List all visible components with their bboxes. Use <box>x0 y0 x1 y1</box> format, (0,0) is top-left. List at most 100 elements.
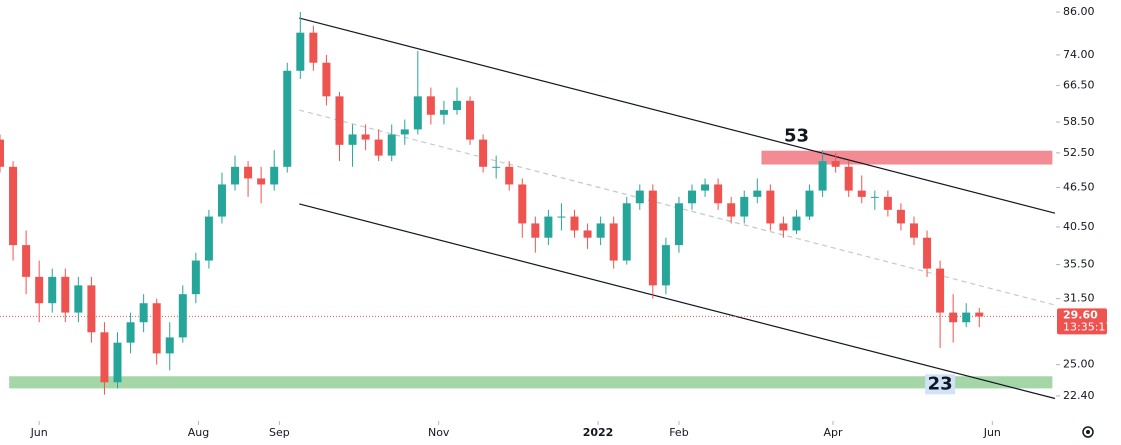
candle-body <box>557 216 566 218</box>
candle-body <box>831 161 840 167</box>
candle-body <box>975 312 984 317</box>
candle-body <box>9 166 18 246</box>
zone <box>9 376 1053 389</box>
candle-body <box>74 285 83 313</box>
x-tick-label: Jun <box>30 426 48 439</box>
candle-body <box>452 100 461 111</box>
y-tick-label: 46.50 <box>1063 181 1095 194</box>
y-tick-label: 58.50 <box>1063 115 1095 128</box>
candle-body <box>400 129 409 135</box>
x-tick-label: Nov <box>428 426 450 439</box>
candle-body <box>896 209 905 224</box>
candle-body <box>204 216 213 261</box>
candle-body <box>178 294 187 338</box>
y-tick-label: 25.00 <box>1063 358 1095 371</box>
candle-body <box>505 166 514 185</box>
candle-body <box>374 139 383 156</box>
candle-body <box>949 312 958 323</box>
y-tick-label: 22.40 <box>1063 389 1095 402</box>
candle-body <box>466 100 475 140</box>
candle-body <box>857 190 866 197</box>
candle-body <box>309 32 318 63</box>
trendline <box>299 203 1056 400</box>
candle-body <box>909 223 918 238</box>
candle-body <box>766 190 775 224</box>
candle-body <box>714 184 723 204</box>
zone-label: 53 <box>784 126 809 147</box>
countdown: 13:35:17 <box>1063 320 1112 333</box>
candle-body <box>439 110 448 115</box>
candle-body <box>805 190 814 217</box>
zone-label-bg <box>925 374 956 395</box>
candle-body <box>923 237 932 269</box>
candle-body <box>322 62 331 97</box>
candle-body <box>479 139 488 167</box>
candle-body <box>361 134 370 140</box>
candle-body <box>231 166 240 185</box>
candle-body <box>544 216 553 238</box>
candle-body <box>48 276 57 304</box>
candle-body <box>583 230 592 238</box>
candle-body <box>335 96 344 145</box>
candle-body <box>727 203 736 217</box>
candle-body <box>661 245 670 286</box>
zone-label: 23 <box>928 373 953 394</box>
candle-body <box>779 223 788 231</box>
y-tick-label: 74.00 <box>1063 48 1095 61</box>
y-tick-label: 86.00 <box>1063 5 1095 18</box>
candle-body <box>296 32 305 71</box>
candle-body <box>870 196 879 198</box>
candle-body <box>152 303 161 354</box>
x-tick-label: Apr <box>824 426 844 439</box>
candle-body <box>740 196 749 217</box>
candle-body <box>674 203 683 246</box>
settings-icon[interactable] <box>1082 426 1094 438</box>
candle-body <box>165 337 174 354</box>
x-tick-label: 2022 <box>583 426 614 439</box>
candle-body <box>531 223 540 238</box>
x-tick-label: Feb <box>669 426 688 439</box>
y-tick-label: 52.50 <box>1063 146 1095 159</box>
candle-body <box>570 216 579 231</box>
y-tick-label: 35.50 <box>1063 258 1095 271</box>
candle-body <box>492 166 501 168</box>
candle-body <box>61 276 70 313</box>
trendline <box>299 17 1056 214</box>
candle-body <box>426 96 435 115</box>
candle-body <box>387 134 396 156</box>
y-tick-label: 31.50 <box>1063 292 1095 305</box>
x-tick-label: Sep <box>269 426 290 439</box>
x-tick-label: Aug <box>188 426 209 439</box>
last-price-label: 29.60 <box>1063 308 1098 321</box>
x-tick-label: Jun <box>983 426 1001 439</box>
candle-body <box>883 196 892 210</box>
candle-body <box>518 184 527 224</box>
candle-body <box>35 276 44 304</box>
candle-body <box>139 303 148 323</box>
candle-body <box>191 260 200 295</box>
candle-body <box>844 166 853 191</box>
candle-body <box>257 178 266 185</box>
candle-body <box>348 134 357 145</box>
candle-body <box>283 70 292 167</box>
y-tick-label: 40.50 <box>1063 220 1095 233</box>
candle-body <box>244 166 253 179</box>
candle-body <box>688 190 697 204</box>
candle-body <box>413 96 422 130</box>
last-price-badge <box>1057 308 1107 335</box>
candle-body <box>596 223 605 238</box>
candle-body <box>609 223 618 261</box>
candle-body <box>126 322 135 343</box>
candle-body <box>648 190 657 286</box>
candle-body <box>217 184 226 217</box>
candle-body <box>622 203 631 261</box>
y-tick-label: 66.50 <box>1063 78 1095 91</box>
candle-body <box>22 245 31 277</box>
candle-body <box>87 285 96 333</box>
candle-body <box>701 184 710 191</box>
candle-body <box>113 342 122 383</box>
candle-body <box>936 268 945 313</box>
candle-body <box>818 161 827 191</box>
candle-body <box>100 332 109 383</box>
